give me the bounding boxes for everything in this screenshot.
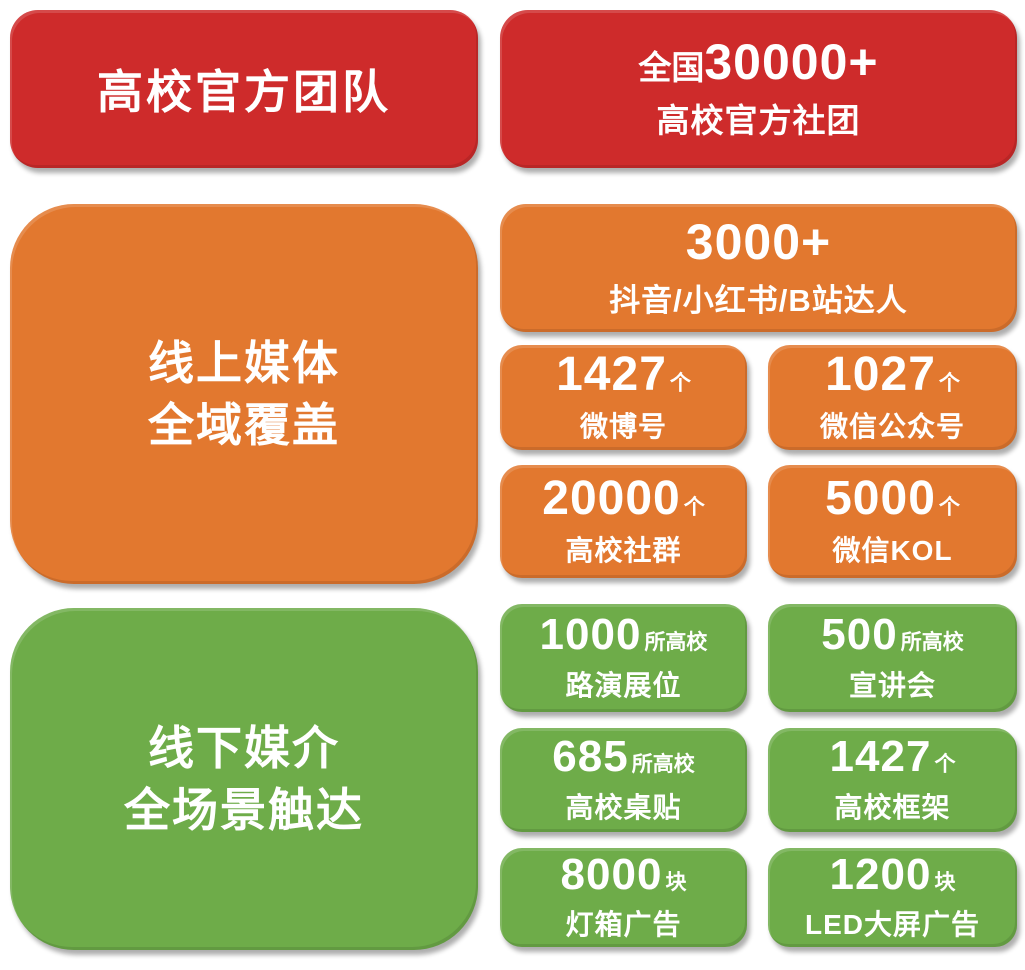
card-influencers-stat: 3000+ 抖音/小红书/B站达人	[500, 204, 1017, 332]
official-clubs-number-row: 全国 30000+	[638, 36, 878, 89]
official-clubs-label: 高校官方社团	[656, 102, 861, 140]
card-campus-frame-stat: 1427 个 高校框架	[768, 728, 1017, 832]
lightbox-ad-label: 灯箱广告	[565, 909, 682, 941]
wechat-official-unit: 个	[938, 371, 960, 395]
card-offline-media-title: 线下媒介 全场景触达	[10, 608, 478, 950]
campus-groups-number: 20000	[542, 471, 681, 525]
weibo-number: 1427	[556, 347, 667, 401]
roadshow-unit: 所高校	[644, 631, 708, 655]
wechat-kol-number: 5000	[825, 471, 936, 525]
wechat-kol-unit: 个	[938, 495, 960, 519]
campus-frame-label: 高校框架	[834, 791, 951, 823]
weibo-label: 微博号	[579, 411, 667, 443]
card-campus-groups-stat: 20000 个 高校社群	[500, 465, 747, 578]
wechat-kol-label: 微信KOL	[832, 535, 953, 567]
offline-media-title: 线下媒介 全场景触达	[124, 717, 364, 841]
campus-frame-number: 1427	[829, 732, 932, 782]
desk-sticker-label: 高校桌贴	[565, 791, 682, 823]
card-wechat-official-stat: 1027 个 微信公众号	[768, 345, 1017, 450]
online-media-title: 线上媒体 全域覆盖	[148, 332, 340, 456]
influencers-label: 抖音/小红书/B站达人	[609, 282, 908, 318]
campus-groups-label: 高校社群	[565, 535, 682, 567]
lightbox-ad-unit: 块	[665, 870, 687, 894]
card-lightbox-ad-stat: 8000 块 灯箱广告	[500, 848, 747, 947]
campus-frame-unit: 个	[934, 753, 956, 777]
weibo-unit: 个	[669, 371, 691, 395]
card-official-clubs-stat: 全国 30000+ 高校官方社团	[500, 10, 1017, 168]
desk-sticker-number: 685	[552, 732, 629, 782]
official-clubs-number: 30000+	[704, 33, 879, 90]
info-session-number: 500	[821, 610, 898, 660]
card-roadshow-stat: 1000 所高校 路演展位	[500, 604, 747, 712]
offline-media-title-line1: 线下媒介	[148, 721, 340, 774]
official-team-title: 高校官方团队	[97, 66, 391, 118]
offline-media-title-line2: 全场景触达	[124, 784, 364, 836]
roadshow-number: 1000	[539, 610, 642, 660]
online-media-title-line1: 线上媒体	[148, 336, 340, 389]
info-session-unit: 所高校	[900, 631, 964, 655]
card-official-team: 高校官方团队	[10, 10, 478, 168]
led-screen-ad-unit: 块	[934, 870, 956, 894]
card-wechat-kol-stat: 5000 个 微信KOL	[768, 465, 1017, 578]
lightbox-ad-number: 8000	[560, 849, 663, 899]
roadshow-label: 路演展位	[565, 669, 682, 701]
online-media-title-line2: 全域覆盖	[148, 399, 340, 451]
campus-groups-unit: 个	[683, 495, 705, 519]
desk-sticker-unit: 所高校	[631, 753, 695, 777]
card-led-screen-ad-stat: 1200 块 LED大屏广告	[768, 848, 1017, 947]
led-screen-ad-number: 1200	[829, 849, 932, 899]
card-desk-sticker-stat: 685 所高校 高校桌贴	[500, 728, 747, 832]
led-screen-ad-label: LED大屏广告	[804, 909, 980, 941]
wechat-official-label: 微信公众号	[819, 411, 965, 443]
wechat-official-number: 1027	[825, 347, 936, 401]
influencers-number: 3000+	[685, 214, 832, 271]
card-info-session-stat: 500 所高校 宣讲会	[768, 604, 1017, 712]
card-weibo-stat: 1427 个 微博号	[500, 345, 747, 450]
card-online-media-title: 线上媒体 全域覆盖	[10, 204, 478, 584]
info-session-label: 宣讲会	[848, 669, 936, 701]
official-clubs-prefix: 全国	[638, 48, 705, 86]
influencers-number-row: 3000+	[686, 216, 831, 269]
